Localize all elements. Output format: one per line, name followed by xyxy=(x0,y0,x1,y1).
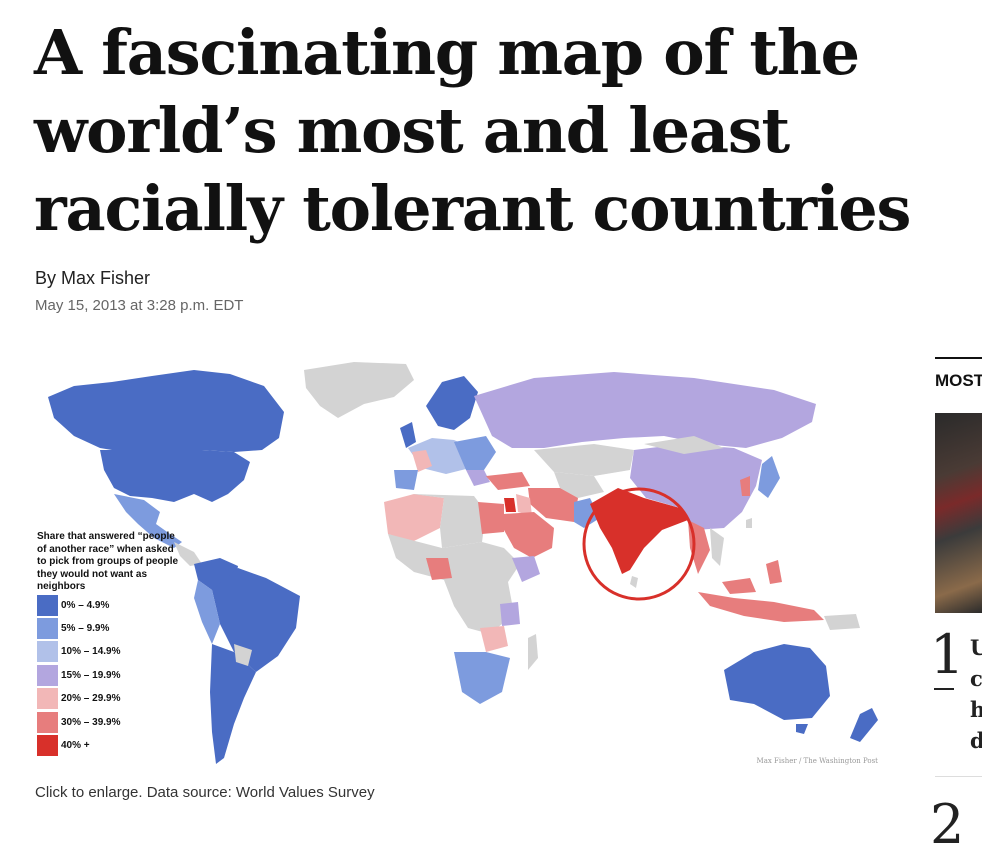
central-africa xyxy=(444,580,514,634)
iberia xyxy=(394,470,418,490)
legend-label: 15% – 19.9% xyxy=(61,669,121,681)
turkey xyxy=(486,472,530,490)
rank-number: 2 xyxy=(930,793,965,856)
iran xyxy=(528,488,578,522)
rank-underline xyxy=(934,688,954,690)
india-highlight-ring xyxy=(582,487,696,601)
mongolia xyxy=(644,436,724,454)
vietnam xyxy=(710,528,724,566)
legend-label: 5% – 9.9% xyxy=(61,623,110,635)
sidebar-thumbnail[interactable] xyxy=(935,413,982,613)
world-map xyxy=(48,362,878,764)
southern-africa xyxy=(454,652,510,704)
brazil xyxy=(212,568,300,672)
map-legend: Share that answered “people of another r… xyxy=(37,531,182,757)
sri-lanka xyxy=(630,576,638,588)
jordan xyxy=(504,498,516,512)
tasmania xyxy=(796,724,808,734)
egypt xyxy=(478,502,504,534)
timestamp: May 15, 2013 at 3:28 p.m. EDT xyxy=(35,297,244,314)
central-america xyxy=(174,542,202,566)
australia xyxy=(724,644,830,720)
legend-swatch xyxy=(37,688,58,710)
legend-swatch xyxy=(37,735,58,757)
legend-item: 15% – 19.9% xyxy=(37,664,182,687)
north-africa-west xyxy=(384,494,444,542)
iraq xyxy=(516,494,532,516)
scandinavia xyxy=(426,376,478,430)
united-states xyxy=(100,450,250,502)
sidebar-divider xyxy=(935,776,982,777)
papua xyxy=(824,614,860,630)
france xyxy=(412,450,432,472)
tanzania xyxy=(500,602,520,626)
uk xyxy=(400,422,416,448)
legend-item: 40% + xyxy=(37,734,182,757)
ethiopia xyxy=(512,556,540,582)
world-map-image[interactable]: Share that answered “people of another r… xyxy=(34,352,892,777)
russia xyxy=(474,372,816,448)
rank-number: 1 xyxy=(930,623,965,686)
legend-swatch xyxy=(37,618,58,640)
mexico xyxy=(114,494,182,548)
algeria-libya xyxy=(412,494,486,548)
legend-label: 0% – 4.9% xyxy=(61,599,110,611)
legend-title: Share that answered “people of another r… xyxy=(37,531,179,592)
madagascar xyxy=(528,634,538,670)
legend-item: 30% – 39.9% xyxy=(37,710,182,733)
greenland xyxy=(304,362,414,418)
india xyxy=(590,488,688,574)
malaysia xyxy=(722,578,756,594)
zambia-zimbabwe xyxy=(480,626,508,652)
legend-swatch xyxy=(37,664,58,686)
legend-label: 10% – 14.9% xyxy=(61,646,121,658)
legend-label: 40% + xyxy=(61,740,90,752)
legend-item: 10% – 14.9% xyxy=(37,640,182,663)
eastern-europe xyxy=(454,436,496,470)
headline: A fascinating map of the world’s most an… xyxy=(34,16,911,245)
korea xyxy=(740,476,750,496)
argentina-chile xyxy=(210,644,256,764)
legend-swatch xyxy=(37,641,58,663)
japan xyxy=(758,456,780,498)
central-asia xyxy=(554,472,604,498)
legend-item: 0% – 4.9% xyxy=(37,594,182,617)
kazakhstan xyxy=(534,444,634,476)
most-read-headline[interactable]: U c h d xyxy=(970,635,982,753)
balkans xyxy=(466,470,490,486)
most-read-title: MOST xyxy=(935,371,982,390)
legend-item: 5% – 9.9% xyxy=(37,617,182,640)
byline[interactable]: By Max Fisher xyxy=(35,268,151,288)
paraguay xyxy=(234,644,252,666)
sidebar-divider xyxy=(935,357,982,359)
taiwan xyxy=(746,518,752,528)
indonesia xyxy=(698,592,824,622)
philippines xyxy=(766,560,782,584)
nigeria xyxy=(426,558,452,580)
legend-item: 20% – 29.9% xyxy=(37,687,182,710)
canada xyxy=(48,370,284,452)
map-credit: Max Fisher / The Washington Post xyxy=(756,757,878,765)
legend-swatch xyxy=(37,594,58,616)
china xyxy=(630,444,762,530)
sahel xyxy=(388,534,520,588)
legend-swatch xyxy=(37,711,58,733)
map-caption: Click to enlarge. Data source: World Val… xyxy=(35,784,375,801)
legend-label: 20% – 29.9% xyxy=(61,693,121,705)
saudi-arabia xyxy=(504,512,554,558)
legend-label: 30% – 39.9% xyxy=(61,716,121,728)
new-zealand xyxy=(850,708,878,742)
peru-bolivia xyxy=(194,580,220,644)
